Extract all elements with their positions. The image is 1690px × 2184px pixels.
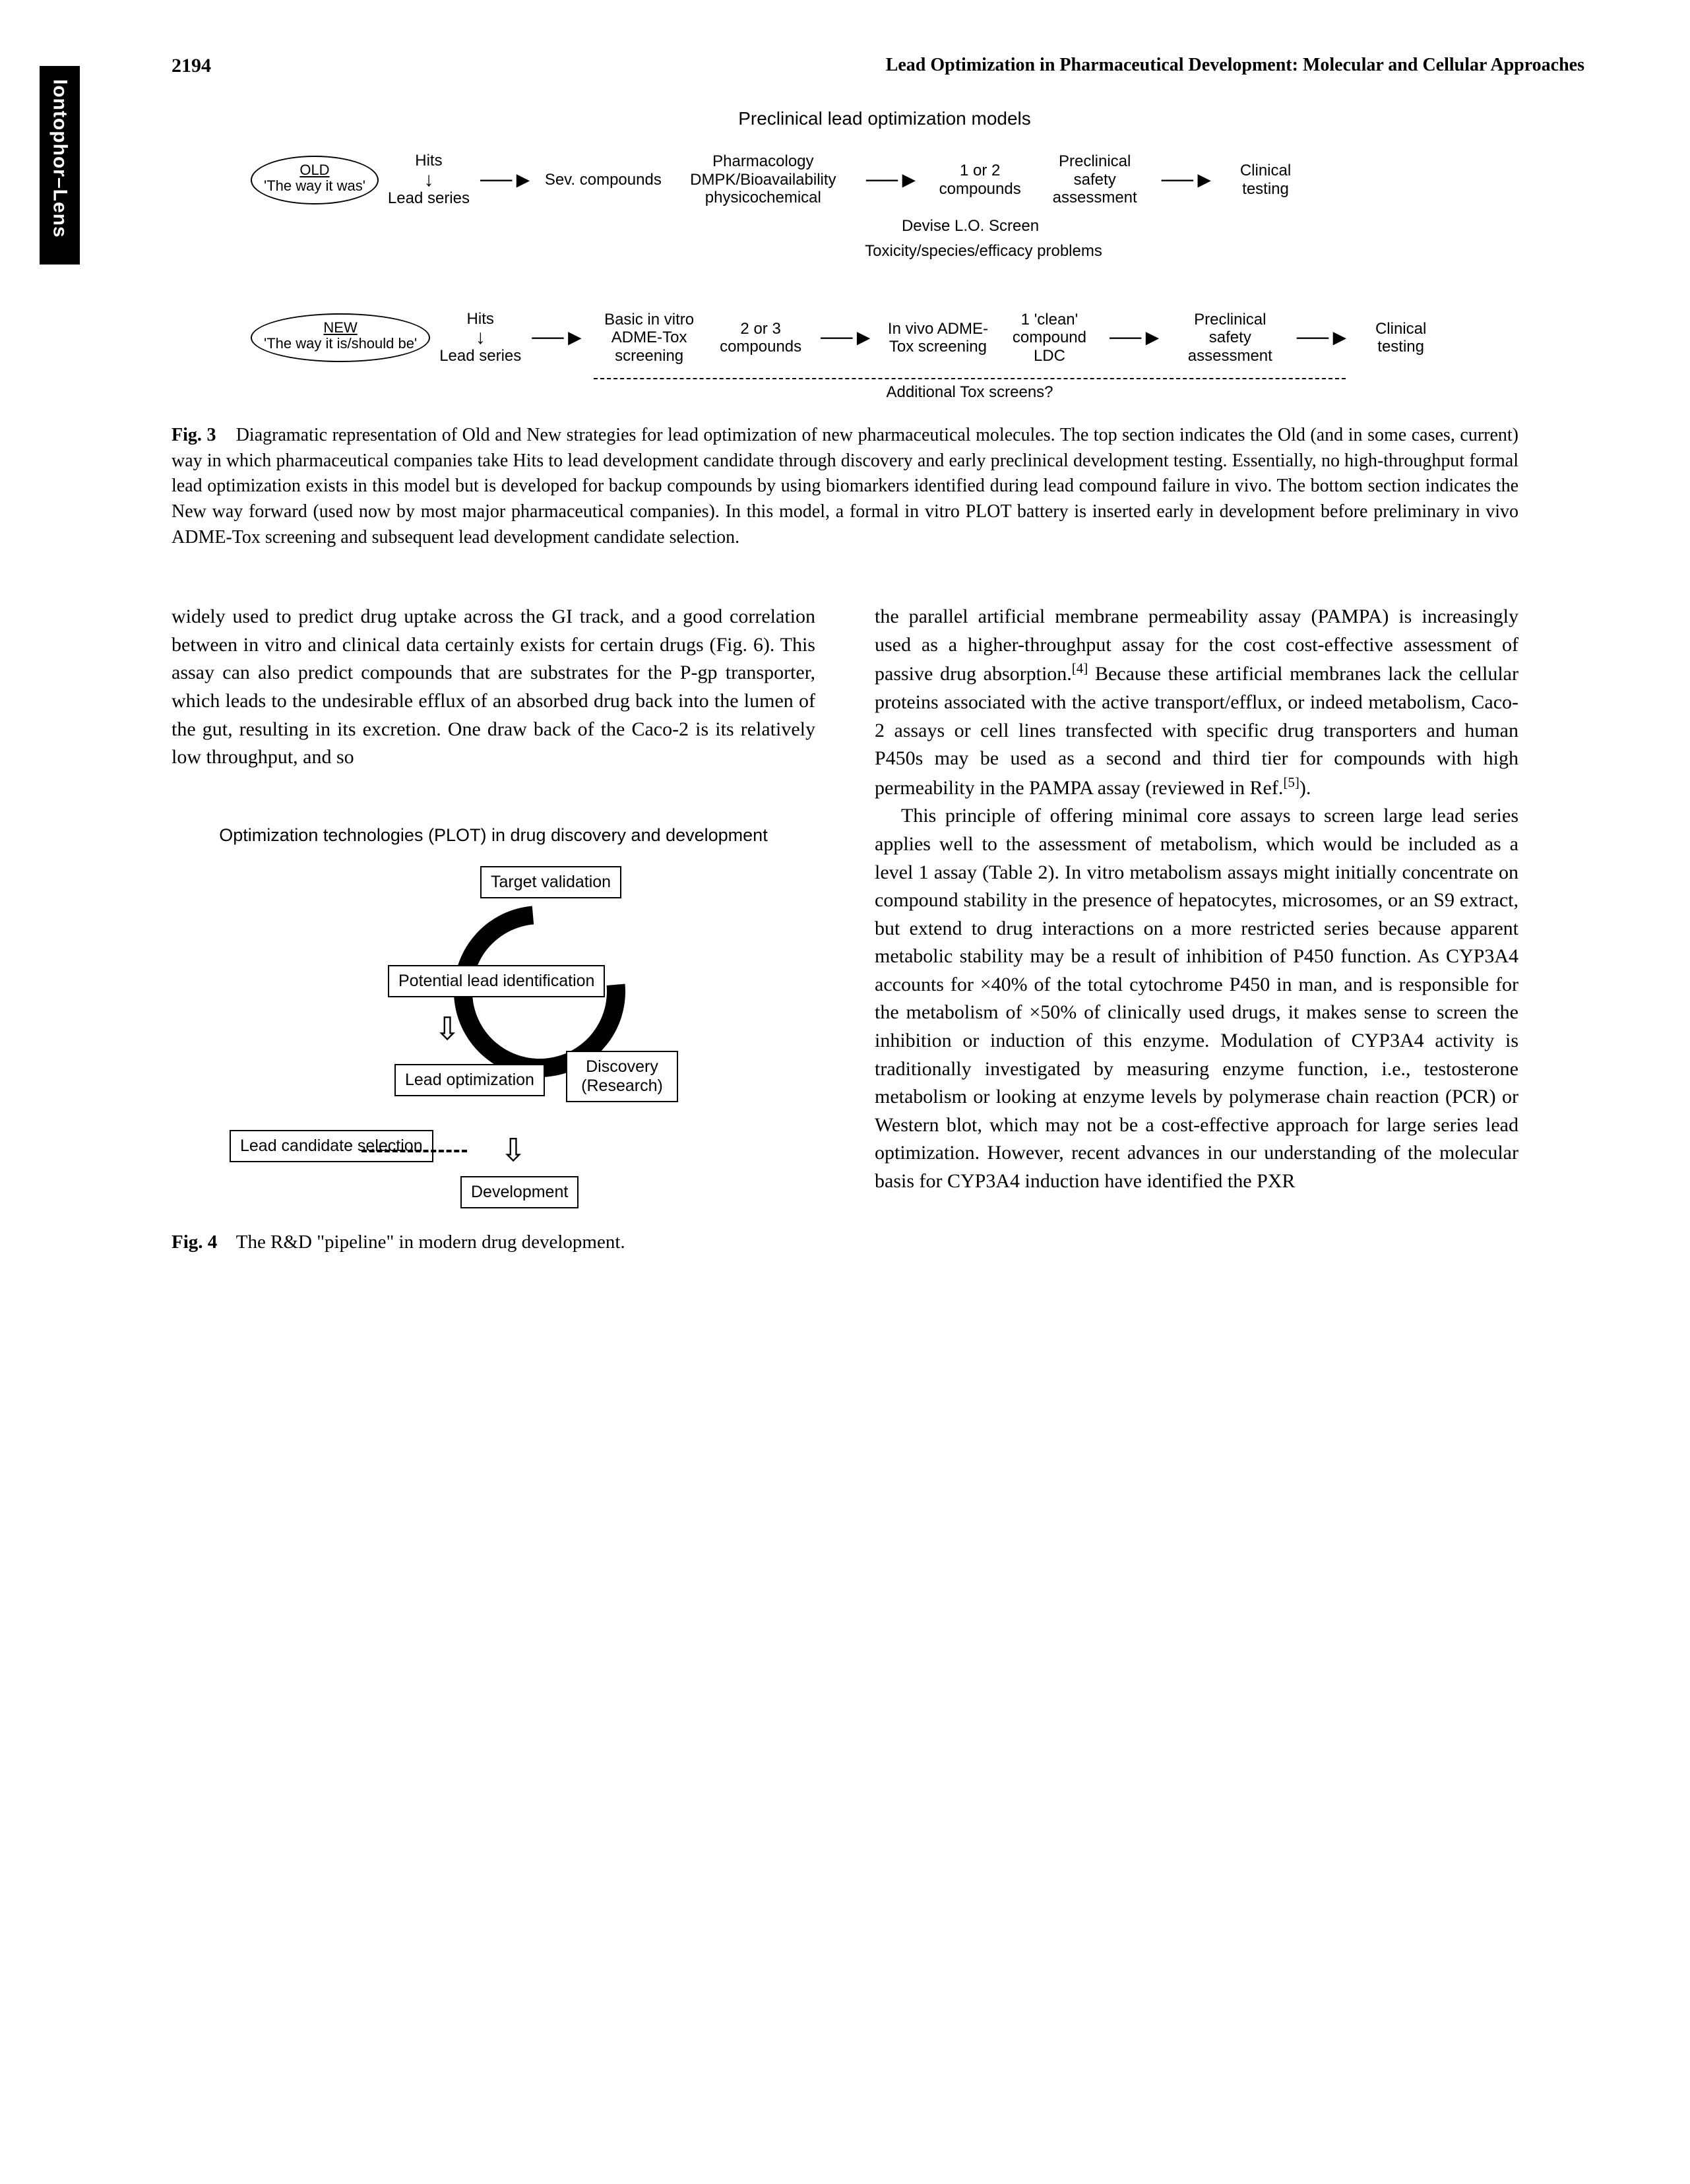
fig4-caption-label: Fig. 4: [172, 1232, 217, 1253]
new-two-or-three: 2 or 3 compounds: [711, 320, 810, 356]
fig3-caption-text: Diagramatic representation of Old and Ne…: [172, 425, 1518, 547]
page-number: 2194: [79, 53, 211, 80]
fig3-supertitle: Preclinical lead optimization models: [251, 106, 1518, 131]
old-one-or-two: 1 or 2 compounds: [931, 162, 1030, 198]
new-dashed-feedback: Additional Tox screens?: [594, 378, 1346, 403]
figure-3: Preclinical lead optimization models OLD…: [251, 106, 1518, 404]
new-basic-block: Basic in vitro ADME-Tox screening: [596, 311, 702, 365]
right-column: the parallel artificial membrane permeab…: [875, 603, 1518, 1256]
figure-4: Optimization technologies (PLOT) in drug…: [172, 825, 815, 1257]
old-lead-series: Lead series: [388, 188, 470, 209]
old-bubble-title: OLD: [264, 162, 365, 178]
side-tab: Iontophor–Lens: [40, 66, 80, 265]
node-lead-candidate-selection: Lead candidate selection: [230, 1130, 433, 1162]
new-bubble-sub: 'The way it is/should be': [264, 336, 417, 352]
body-columns: widely used to predict drug uptake acros…: [172, 603, 1518, 1256]
ref-5: [5]: [1283, 774, 1299, 790]
new-clinical: Clinical testing: [1361, 320, 1441, 356]
old-clinical: Clinical testing: [1226, 162, 1305, 198]
ref-4: [4]: [1072, 660, 1088, 676]
new-bubble-title: NEW: [264, 320, 417, 336]
fig4-cycle-diagram: Target validation Potential lead identif…: [309, 866, 678, 1209]
arrow-right-icon: ──►: [1108, 327, 1165, 349]
right-para1-c: ).: [1299, 777, 1311, 799]
arrow-right-icon: ──►: [865, 169, 922, 191]
arrow-right-icon: ──►: [530, 327, 587, 349]
fig3-old-row: OLD 'The way it was' Hits ↓ Lead series …: [251, 150, 1518, 209]
old-sev-compounds: Sev. compounds: [545, 171, 662, 189]
running-head: Lead Optimization in Pharmaceutical Deve…: [211, 53, 1611, 78]
down-arrow-icon: ↓: [476, 330, 485, 346]
big-down-arrow-icon: ⇩: [500, 1143, 526, 1159]
arrow-right-icon: ──►: [1296, 327, 1352, 349]
down-arrow-icon: ↓: [423, 172, 433, 188]
fig3-new-row: NEW 'The way it is/should be' Hits ↓ Lea…: [251, 309, 1518, 367]
arrow-right-icon: ──►: [1160, 169, 1217, 191]
new-lead-series: Lead series: [439, 346, 521, 367]
old-middle-block: Pharmacology DMPK/Bioavailability physic…: [671, 152, 856, 207]
fig4-title: Optimization technologies (PLOT) in drug…: [172, 825, 815, 847]
new-one-clean: 1 'clean' compound LDC: [1000, 311, 1099, 365]
old-bubble: OLD 'The way it was': [251, 156, 379, 204]
header-row: 2194 Lead Optimization in Pharmaceutical…: [79, 53, 1611, 80]
old-feedback-text: Toxicity/species/efficacy problems: [449, 241, 1518, 262]
old-preclinical: Preclinical safety assessment: [1039, 152, 1151, 207]
right-para-2: This principle of offering minimal core …: [875, 802, 1518, 1195]
fig3-caption-label: Fig. 3: [172, 425, 216, 445]
old-bubble-sub: 'The way it was': [264, 178, 365, 194]
node-discovery-research: Discovery (Research): [566, 1051, 678, 1102]
node-lead-optimization: Lead optimization: [394, 1064, 545, 1096]
big-down-arrow-icon: ⇩: [434, 1022, 460, 1038]
fig4-caption-text: The R&D "pipeline" in modern drug develo…: [236, 1232, 625, 1253]
left-column: widely used to predict drug uptake acros…: [172, 603, 815, 1256]
node-development: Development: [460, 1176, 579, 1208]
left-para: widely used to predict drug uptake acros…: [172, 603, 815, 772]
old-devise-label: Devise L.O. Screen: [422, 216, 1518, 237]
new-invivo-block: In vivo ADME-Tox screening: [885, 320, 991, 356]
new-preclinical: Preclinical safety assessment: [1174, 311, 1286, 365]
arrow-right-icon: ──►: [819, 327, 876, 349]
new-bubble: NEW 'The way it is/should be': [251, 313, 430, 362]
new-hits: Hits ↓ Lead series: [439, 309, 521, 367]
arrow-right-icon: ──►: [479, 169, 536, 191]
fig3-caption: Fig. 3 Diagramatic representation of Old…: [172, 423, 1518, 550]
node-potential-lead-id: Potential lead identification: [388, 965, 605, 997]
old-hits: Hits ↓ Lead series: [388, 150, 470, 209]
right-para-1: the parallel artificial membrane permeab…: [875, 603, 1518, 802]
node-target-validation: Target validation: [480, 866, 621, 898]
fig4-caption: Fig. 4 The R&D "pipeline" in modern drug…: [172, 1229, 815, 1256]
dashed-connector: [361, 1150, 467, 1152]
